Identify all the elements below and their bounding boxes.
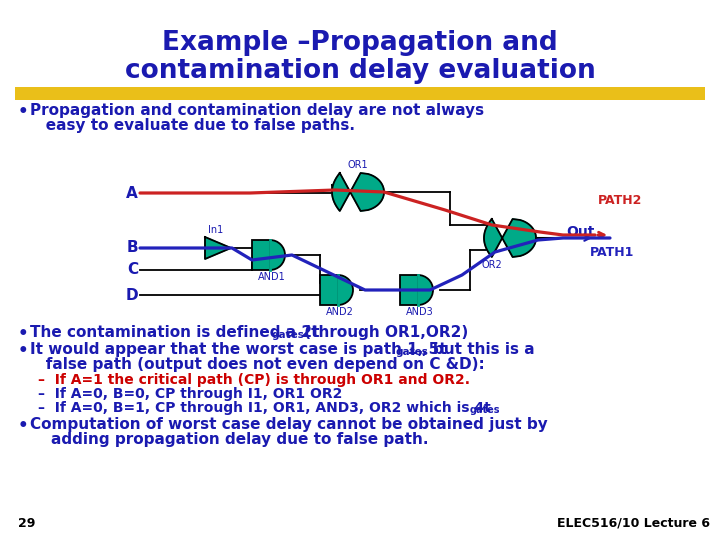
Text: Propagation and contamination delay are not always: Propagation and contamination delay are … — [30, 103, 484, 118]
Polygon shape — [332, 173, 384, 211]
Text: A: A — [126, 186, 138, 200]
Text: gates: gates — [470, 405, 500, 415]
Wedge shape — [270, 240, 285, 270]
Text: AND3: AND3 — [406, 307, 434, 317]
Text: B: B — [127, 240, 138, 255]
Text: •: • — [18, 417, 29, 435]
Text: , but this is a: , but this is a — [422, 342, 535, 357]
Text: AND2: AND2 — [326, 307, 354, 317]
Text: adding propagation delay due to false path.: adding propagation delay due to false pa… — [30, 432, 428, 447]
Text: •: • — [18, 325, 29, 343]
Text: gates: gates — [395, 347, 428, 357]
Text: Example –Propagation and: Example –Propagation and — [162, 30, 558, 56]
Text: PATH1: PATH1 — [590, 246, 634, 259]
Text: Out: Out — [566, 225, 595, 239]
Text: gates: gates — [271, 330, 304, 340]
Text: •: • — [18, 342, 29, 360]
Wedge shape — [418, 275, 433, 305]
Text: –  If A=0, B=0, CP through I1, OR1 OR2: – If A=0, B=0, CP through I1, OR1 OR2 — [38, 387, 343, 401]
Text: false path (output does not even depend on C &D):: false path (output does not even depend … — [30, 357, 485, 372]
Wedge shape — [338, 275, 353, 305]
Text: –  If A=0, B=1, CP through I1, OR1, AND3, OR2 which is 4t: – If A=0, B=1, CP through I1, OR1, AND3,… — [38, 401, 491, 415]
Text: AND1: AND1 — [258, 272, 286, 282]
Bar — [15, 87, 705, 100]
Text: –  If A=1 the critical path (CP) is through OR1 and OR2.: – If A=1 the critical path (CP) is throu… — [38, 373, 470, 387]
Bar — [400, 275, 418, 305]
Text: contamination delay evaluation: contamination delay evaluation — [125, 58, 595, 84]
Bar — [320, 275, 338, 305]
Text: ELEC516/10 Lecture 6: ELEC516/10 Lecture 6 — [557, 517, 710, 530]
Text: C: C — [127, 262, 138, 278]
Text: •: • — [18, 103, 29, 121]
Text: 29: 29 — [18, 517, 35, 530]
Text: It would appear that the worst case is path 1, 5t: It would appear that the worst case is p… — [30, 342, 446, 357]
Text: OR1: OR1 — [348, 160, 369, 170]
Polygon shape — [205, 237, 231, 259]
Text: OR2: OR2 — [482, 260, 503, 270]
Text: Computation of worst case delay cannot be obtained just by: Computation of worst case delay cannot b… — [30, 417, 548, 432]
Text: (through OR1,OR2): (through OR1,OR2) — [299, 325, 468, 340]
Polygon shape — [484, 219, 536, 257]
Text: D: D — [125, 287, 138, 302]
Text: PATH2: PATH2 — [598, 193, 642, 206]
Text: easy to evaluate due to false paths.: easy to evaluate due to false paths. — [30, 118, 355, 133]
Bar — [252, 240, 270, 270]
Text: In1: In1 — [208, 225, 224, 235]
Text: The contamination is defined a 2t: The contamination is defined a 2t — [30, 325, 320, 340]
